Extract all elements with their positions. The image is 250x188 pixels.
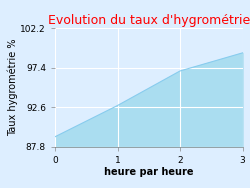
Title: Evolution du taux d'hygrométrie: Evolution du taux d'hygrométrie [48,14,250,27]
X-axis label: heure par heure: heure par heure [104,168,194,177]
Y-axis label: Taux hygrométrie %: Taux hygrométrie % [7,39,18,136]
